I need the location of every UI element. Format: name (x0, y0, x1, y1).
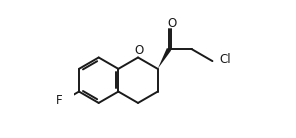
Text: O: O (167, 17, 176, 30)
Text: Cl: Cl (219, 53, 231, 66)
Text: O: O (134, 44, 144, 57)
Polygon shape (158, 48, 171, 69)
Text: F: F (56, 94, 62, 107)
